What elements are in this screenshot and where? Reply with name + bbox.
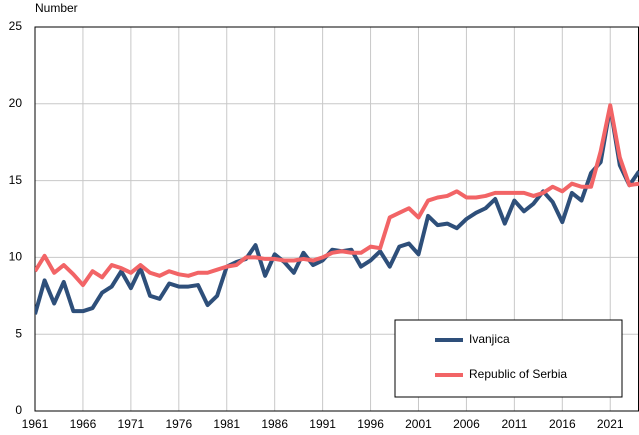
series-group — [35, 103, 639, 315]
y-tick-label: 0 — [15, 403, 22, 417]
x-tick-label: 2011 — [501, 417, 527, 431]
y-axis-label: Number — [35, 1, 78, 15]
data-line — [35, 104, 639, 315]
legend-label: Ivanjica — [469, 332, 510, 346]
legend-label: Republic of Serbia — [469, 367, 567, 381]
x-tick-label: 2001 — [405, 417, 432, 431]
x-tick-label: 2021 — [597, 417, 624, 431]
x-tick-label: 2006 — [453, 417, 480, 431]
x-tick-label: 1976 — [165, 417, 192, 431]
x-tick-label: 1991 — [309, 417, 336, 431]
x-tick-label: 1966 — [70, 417, 97, 431]
y-tick-label: 25 — [9, 19, 23, 33]
legend-box — [394, 319, 623, 398]
x-tick-label: 1996 — [357, 417, 384, 431]
y-tick-label: 5 — [15, 326, 22, 340]
y-tick-label: 15 — [9, 173, 23, 187]
x-tick-label: 1971 — [118, 417, 145, 431]
x-tick-label: 1986 — [261, 417, 288, 431]
x-tick-label: 2016 — [549, 417, 576, 431]
y-tick-label: 10 — [9, 250, 23, 264]
y-tick-label: 20 — [9, 96, 23, 110]
x-tick-label: 1981 — [213, 417, 240, 431]
x-tick-label: 1961 — [22, 417, 49, 431]
data-line — [35, 103, 639, 288]
